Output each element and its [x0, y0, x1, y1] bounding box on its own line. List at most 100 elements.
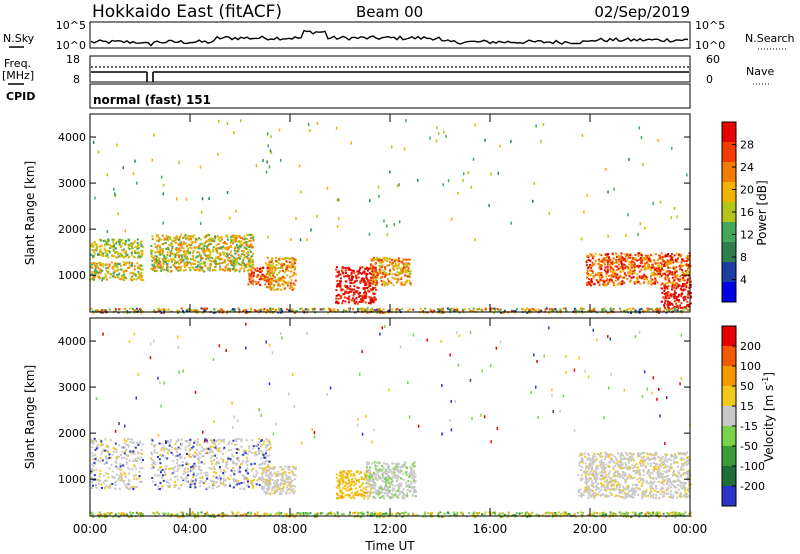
echo-cell — [644, 226, 646, 230]
echo-cell — [630, 267, 633, 270]
echo-cell — [668, 255, 671, 258]
echo-cell — [249, 233, 252, 236]
echo-cell — [178, 464, 181, 467]
echo-cell — [114, 466, 117, 469]
echo-cell — [629, 272, 632, 275]
echo-cell — [348, 267, 351, 270]
echo-cell — [226, 238, 229, 241]
echo-cell — [103, 474, 106, 477]
echo-cell — [581, 133, 584, 137]
echo-cell — [91, 242, 94, 245]
echo-cell — [633, 263, 636, 266]
echo-cell — [275, 259, 278, 262]
echo-cell — [163, 237, 166, 239]
echo-cell — [187, 250, 190, 253]
echo-cell — [203, 250, 206, 253]
echo-cell — [672, 286, 675, 289]
echo-cell — [115, 264, 118, 267]
echo-cell — [591, 272, 594, 275]
echo-cell — [365, 272, 368, 275]
echo-cell — [586, 255, 589, 258]
echo-cell — [226, 236, 229, 239]
echo-cell — [243, 475, 246, 478]
echo-cell — [163, 311, 166, 314]
echo-cell — [365, 308, 368, 311]
echo-cell — [196, 438, 199, 441]
echo-cell — [269, 482, 272, 485]
echo-cell — [277, 282, 280, 285]
echo-cell — [275, 482, 278, 484]
echo-cell — [613, 261, 616, 264]
echo-cell — [688, 303, 691, 306]
echo-cell — [274, 489, 276, 492]
echo-cell — [230, 254, 233, 257]
echo-cell — [403, 147, 406, 151]
echo-cell — [136, 250, 139, 253]
echo-cell — [352, 472, 355, 475]
echo-cell — [279, 277, 282, 280]
echo-cell — [126, 254, 129, 256]
echo-cell — [674, 258, 677, 261]
echo-cell — [243, 256, 246, 259]
echo-cell — [670, 295, 673, 298]
echo-cell — [177, 256, 180, 258]
echo-cell — [226, 476, 229, 479]
echo-cell — [202, 455, 205, 458]
echo-cell — [639, 257, 642, 259]
echo-cell — [628, 280, 631, 283]
echo-cell — [687, 272, 689, 275]
echo-cell — [620, 309, 622, 312]
echo-cell — [559, 308, 562, 311]
echo-cell — [403, 266, 405, 269]
echo-cell — [235, 463, 238, 466]
echo-cell — [404, 282, 407, 285]
echo-cell — [370, 480, 373, 483]
echo-cell — [413, 470, 416, 473]
echo-cell — [232, 267, 235, 270]
echo-cell — [100, 264, 103, 267]
echo-cell — [383, 259, 386, 261]
echo-cell — [624, 260, 627, 263]
echo-cell — [249, 482, 252, 485]
echo-cell — [242, 249, 245, 252]
echo-cell — [401, 472, 404, 475]
echo-cell — [99, 457, 102, 459]
echo-cell — [410, 467, 413, 470]
echo-cell — [150, 255, 153, 258]
echo-cell — [342, 293, 345, 296]
echo-cell — [107, 451, 110, 453]
echo-cell — [385, 256, 388, 259]
echo-cell — [104, 251, 107, 254]
echo-cell — [248, 239, 251, 242]
echo-cell — [625, 274, 628, 277]
echo-cell — [288, 266, 291, 269]
echo-cell — [372, 266, 375, 269]
echo-cell — [384, 272, 387, 274]
echo-cell — [119, 472, 122, 475]
echo-cell — [207, 233, 209, 237]
echo-cell — [583, 210, 585, 214]
echo-cell — [658, 271, 661, 274]
echo-cell — [414, 495, 417, 498]
echo-cell — [607, 282, 610, 285]
echo-cell — [679, 275, 682, 278]
echo-cell — [358, 301, 361, 303]
echo-cell — [350, 473, 353, 476]
echo-cell — [339, 472, 342, 474]
echo-cell — [207, 268, 210, 271]
echo-cell — [666, 265, 669, 267]
echo-cell — [129, 307, 132, 310]
echo-cell — [194, 456, 197, 459]
echo-cell — [251, 482, 254, 485]
echo-cell — [150, 245, 153, 247]
echo-cell — [443, 130, 445, 134]
echo-cell — [268, 269, 271, 272]
echo-cell — [376, 308, 379, 311]
echo-cell — [136, 262, 139, 265]
echo-cell — [345, 310, 348, 312]
echo-cell — [183, 262, 186, 265]
echo-cell — [658, 264, 660, 267]
echo-cell — [267, 465, 270, 468]
echo-cell — [607, 190, 609, 194]
